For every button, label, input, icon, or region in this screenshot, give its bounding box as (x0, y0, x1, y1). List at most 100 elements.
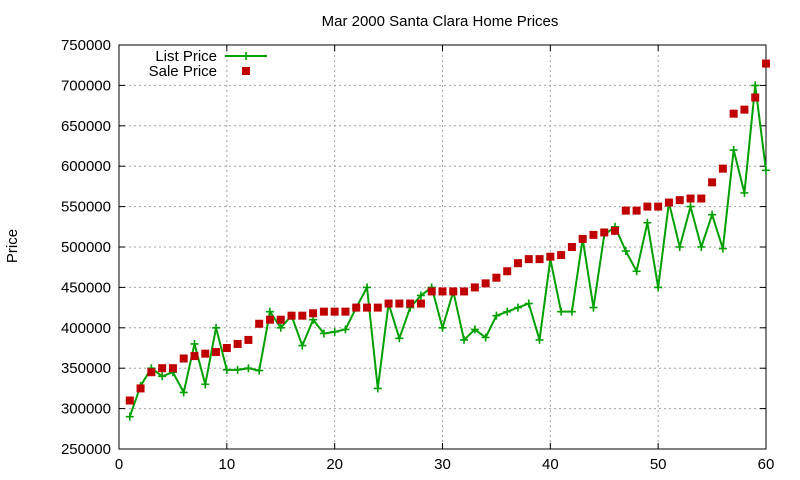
series-0 (125, 81, 770, 421)
data-point-list-price (751, 81, 760, 90)
data-point-sale-price (265, 315, 274, 324)
series-layer (125, 59, 770, 421)
data-point-sale-price (751, 93, 760, 102)
data-point-list-price (503, 307, 512, 316)
legend-sample-marker-sale-price (242, 67, 250, 75)
data-point-sale-price (168, 364, 177, 373)
y-tick-label: 600000 (61, 158, 111, 175)
data-point-list-price (233, 365, 242, 374)
data-point-sale-price (546, 252, 555, 261)
x-tick-label: 20 (326, 456, 343, 473)
data-point-sale-price (718, 164, 727, 173)
data-point-list-price (395, 334, 404, 343)
data-point-sale-price (298, 311, 307, 320)
data-point-sale-price (276, 315, 285, 324)
y-tick-label: 500000 (61, 239, 111, 256)
data-point-list-price (298, 341, 307, 350)
data-point-list-price (481, 333, 490, 342)
data-point-sale-price (190, 352, 199, 361)
data-point-list-price (460, 335, 469, 344)
data-point-list-price (654, 283, 663, 292)
data-point-sale-price (319, 307, 328, 316)
data-point-list-price (179, 388, 188, 397)
data-point-list-price (212, 323, 221, 332)
data-point-list-price (222, 365, 231, 374)
x-tick-label: 0 (115, 456, 123, 473)
data-point-list-price (492, 311, 501, 320)
data-point-list-price (330, 327, 339, 336)
data-point-sale-price (697, 194, 706, 203)
data-point-sale-price (179, 354, 188, 363)
y-tick-label: 450000 (61, 279, 111, 296)
data-point-sale-price (664, 198, 673, 207)
y-axis-label: Price (4, 229, 21, 263)
data-point-sale-price (503, 267, 512, 276)
legend-sample-marker-list-price (242, 52, 250, 60)
data-point-sale-price (427, 287, 436, 296)
data-point-list-price (557, 307, 566, 316)
y-tick-label: 250000 (61, 441, 111, 458)
data-point-list-price (762, 166, 770, 175)
data-point-sale-price (492, 273, 501, 282)
data-point-list-price (535, 335, 544, 344)
data-point-sale-price (201, 349, 210, 358)
y-tick-label: 650000 (61, 118, 111, 135)
data-point-list-price (729, 146, 738, 155)
data-point-list-price (265, 307, 274, 316)
data-point-sale-price (729, 109, 738, 118)
data-point-sale-price (632, 206, 641, 215)
x-tick-label: 60 (758, 456, 775, 473)
data-point-sale-price (309, 309, 318, 318)
data-point-list-price (438, 323, 447, 332)
data-point-list-price (244, 364, 253, 373)
data-point-list-price (255, 366, 264, 375)
x-tick-label: 50 (650, 456, 667, 473)
data-point-list-price (697, 243, 706, 251)
data-point-sale-price (675, 196, 684, 205)
data-point-sale-price (740, 105, 749, 114)
data-point-list-price (524, 299, 533, 308)
data-point-sale-price (578, 234, 587, 243)
data-point-sale-price (535, 255, 544, 264)
data-point-list-price (513, 303, 522, 312)
data-point-list-price (470, 325, 479, 334)
data-point-list-price (125, 412, 134, 421)
y-tick-label: 300000 (61, 401, 111, 418)
data-point-list-price (740, 188, 749, 197)
data-point-sale-price (255, 319, 264, 328)
x-tick-label: 40 (542, 456, 559, 473)
data-point-list-price (718, 244, 727, 253)
data-point-sale-price (330, 307, 339, 316)
y-tick-label: 550000 (61, 199, 111, 216)
data-point-sale-price (136, 384, 145, 393)
data-point-sale-price (438, 287, 447, 296)
data-point-sale-price (600, 228, 609, 237)
series-line-list-price (128, 85, 767, 418)
data-point-sale-price (147, 368, 156, 377)
y-tick-label: 700000 (61, 77, 111, 94)
data-point-sale-price (416, 299, 425, 308)
data-point-sale-price (158, 364, 167, 373)
x-tick-label: 30 (434, 456, 451, 473)
data-point-list-price (675, 243, 684, 251)
y-tick-label: 750000 (61, 37, 111, 54)
data-point-list-price (190, 339, 199, 348)
data-point-sale-price (244, 335, 253, 344)
y-tick-label: 400000 (61, 320, 111, 337)
legend-label-list-price: List Price (155, 48, 217, 65)
legend: List Price Sale Price (149, 48, 267, 80)
data-point-sale-price (708, 178, 717, 187)
data-point-sale-price (686, 194, 695, 203)
data-point-list-price (373, 384, 382, 393)
data-point-sale-price (524, 255, 533, 264)
grid (119, 45, 766, 449)
data-point-list-price (341, 325, 350, 334)
data-point-sale-price (611, 226, 620, 235)
data-point-sale-price (481, 279, 490, 288)
data-point-list-price (567, 307, 576, 316)
data-point-list-price (686, 202, 695, 211)
data-point-sale-price (212, 348, 221, 357)
data-point-list-price (589, 303, 598, 312)
data-point-sale-price (384, 299, 393, 308)
